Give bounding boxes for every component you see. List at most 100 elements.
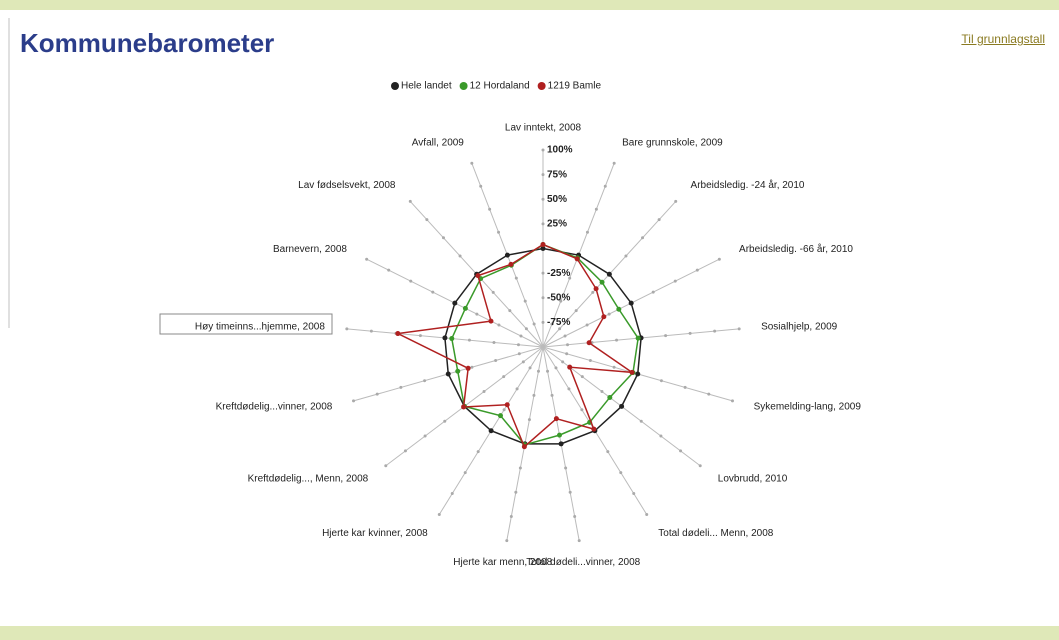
- data-point: [593, 286, 599, 292]
- data-point: [558, 441, 564, 447]
- tick-dot: [502, 375, 506, 379]
- category-label: Kreftdødelig..., Menn, 2008: [248, 474, 369, 485]
- tick-dot: [585, 323, 589, 327]
- tick-dot: [514, 490, 518, 494]
- tick-dot: [619, 471, 623, 475]
- tick-dot: [541, 296, 545, 300]
- tick-dot: [641, 236, 645, 240]
- data-point: [461, 404, 467, 410]
- tick-dot: [528, 366, 532, 370]
- label-highlight: [159, 313, 333, 335]
- tick-dot: [425, 218, 429, 222]
- tick-dot: [463, 471, 467, 475]
- tick-dot: [523, 299, 527, 303]
- tick-dot: [399, 385, 403, 389]
- tick-dot: [567, 387, 571, 391]
- tick-dot: [431, 290, 435, 294]
- tick-dot: [470, 161, 474, 165]
- data-point: [599, 279, 605, 285]
- tick-dot: [673, 279, 677, 283]
- data-point: [455, 368, 461, 374]
- tick-dot: [527, 418, 531, 422]
- tick-dot: [541, 271, 545, 275]
- data-point: [445, 371, 451, 377]
- tick-dot: [518, 466, 522, 470]
- tick-dot: [573, 514, 577, 518]
- y-tick-label: 75%: [547, 169, 567, 180]
- y-tick-label: 50%: [547, 194, 567, 205]
- data-point: [591, 426, 597, 432]
- tick-dot: [524, 327, 528, 331]
- data-point: [567, 364, 573, 370]
- tick-dot: [517, 352, 521, 356]
- category-label: Arbeidsledig. -24 år, 2010: [691, 179, 805, 191]
- legend-swatch: [391, 82, 399, 90]
- left-border: [8, 18, 10, 328]
- tick-dot: [550, 322, 554, 326]
- category-label: Avfall, 2009: [412, 137, 465, 148]
- tick-dot: [384, 464, 388, 468]
- tick-dot: [418, 334, 422, 338]
- tick-dot: [541, 320, 545, 324]
- y-tick-label: 25%: [547, 219, 567, 230]
- tick-dot: [698, 464, 702, 468]
- data-point: [488, 318, 494, 324]
- tick-dot: [352, 399, 356, 403]
- tick-dot: [541, 197, 545, 201]
- tick-dot: [505, 539, 509, 543]
- y-tick-label: 100%: [547, 145, 573, 156]
- tick-dot: [559, 299, 563, 303]
- data-point: [504, 402, 510, 408]
- tick-dot: [568, 276, 572, 280]
- data-point: [497, 413, 503, 419]
- data-point: [606, 271, 612, 277]
- category-label: Arbeidsledig. -66 år, 2010: [739, 243, 853, 255]
- category-label: Høy timeinns...hjemme, 2008: [195, 321, 325, 332]
- tick-dot: [632, 492, 636, 496]
- tick-dot: [713, 329, 717, 333]
- tick-dot: [541, 222, 545, 226]
- data-point: [452, 300, 458, 306]
- tick-dot: [467, 338, 471, 342]
- tick-dot: [521, 360, 525, 364]
- category-label: Sosialhjelp, 2009: [761, 321, 838, 332]
- category-label: Lav fødselsvekt, 2008: [298, 180, 396, 191]
- tick-dot: [577, 539, 581, 543]
- bottom-bar: [0, 626, 1059, 640]
- tick-dot: [497, 230, 501, 234]
- data-point: [629, 369, 635, 375]
- data-point: [553, 416, 559, 422]
- tick-dot: [536, 369, 540, 373]
- tick-dot: [717, 257, 721, 261]
- data-point: [635, 335, 641, 341]
- data-point: [504, 252, 510, 258]
- tick-dot: [615, 338, 619, 342]
- tick-dot: [423, 379, 427, 383]
- tick-dot: [470, 365, 474, 369]
- category-label: Barnevern, 2008: [273, 244, 347, 255]
- tick-dot: [497, 323, 501, 327]
- category-label: Kreftdødelig...vinner, 2008: [216, 402, 333, 413]
- tick-dot: [737, 327, 741, 331]
- legend-label: 12 Hordaland: [470, 81, 530, 92]
- series-line: [451, 243, 639, 446]
- tick-dot: [550, 393, 554, 397]
- tick-dot: [365, 257, 369, 261]
- tick-dot: [565, 352, 569, 356]
- tick-dot: [475, 312, 479, 316]
- category-label: Total dødeli... Menn, 2008: [658, 528, 774, 539]
- tick-dot: [450, 492, 454, 496]
- tick-dot: [423, 434, 427, 438]
- legend-swatch: [537, 82, 546, 90]
- tick-dot: [476, 450, 480, 454]
- tick-dot: [516, 343, 520, 347]
- tick-dot: [566, 343, 570, 347]
- data-point: [449, 336, 455, 342]
- y-tick-label: -25%: [547, 268, 570, 279]
- link[interactable]: Til grunnlagstall: [961, 32, 1045, 46]
- tick-dot: [594, 207, 598, 211]
- tick-dot: [674, 199, 678, 203]
- tick-dot: [532, 393, 536, 397]
- tick-dot: [612, 161, 616, 165]
